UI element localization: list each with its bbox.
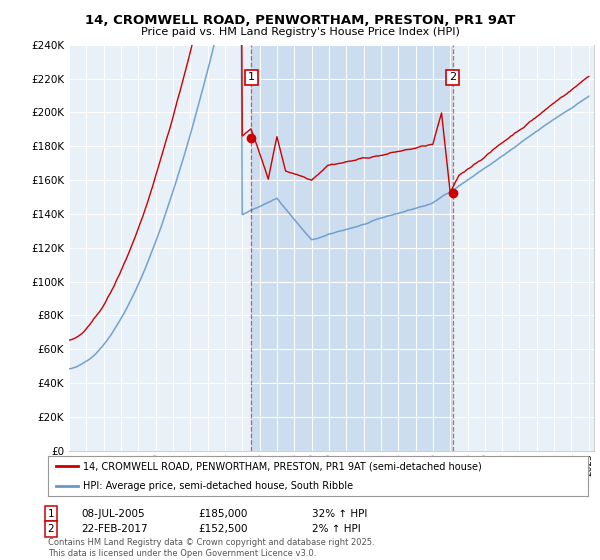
Text: Contains HM Land Registry data © Crown copyright and database right 2025.
This d: Contains HM Land Registry data © Crown c… [48, 538, 374, 558]
Text: 2: 2 [47, 524, 55, 534]
Text: 2% ↑ HPI: 2% ↑ HPI [312, 524, 361, 534]
Text: HPI: Average price, semi-detached house, South Ribble: HPI: Average price, semi-detached house,… [83, 481, 353, 491]
Text: 14, CROMWELL ROAD, PENWORTHAM, PRESTON, PR1 9AT (semi-detached house): 14, CROMWELL ROAD, PENWORTHAM, PRESTON, … [83, 461, 482, 471]
Text: Price paid vs. HM Land Registry's House Price Index (HPI): Price paid vs. HM Land Registry's House … [140, 27, 460, 37]
Text: 32% ↑ HPI: 32% ↑ HPI [312, 508, 367, 519]
Bar [251, 45, 452, 451]
Text: 2: 2 [449, 72, 456, 82]
Text: 08-JUL-2005: 08-JUL-2005 [81, 508, 145, 519]
Text: 1: 1 [248, 72, 255, 82]
Text: £185,000: £185,000 [198, 508, 247, 519]
Text: 22-FEB-2017: 22-FEB-2017 [81, 524, 148, 534]
Text: 1: 1 [47, 508, 55, 519]
Text: £152,500: £152,500 [198, 524, 248, 534]
Text: 14, CROMWELL ROAD, PENWORTHAM, PRESTON, PR1 9AT: 14, CROMWELL ROAD, PENWORTHAM, PRESTON, … [85, 14, 515, 27]
